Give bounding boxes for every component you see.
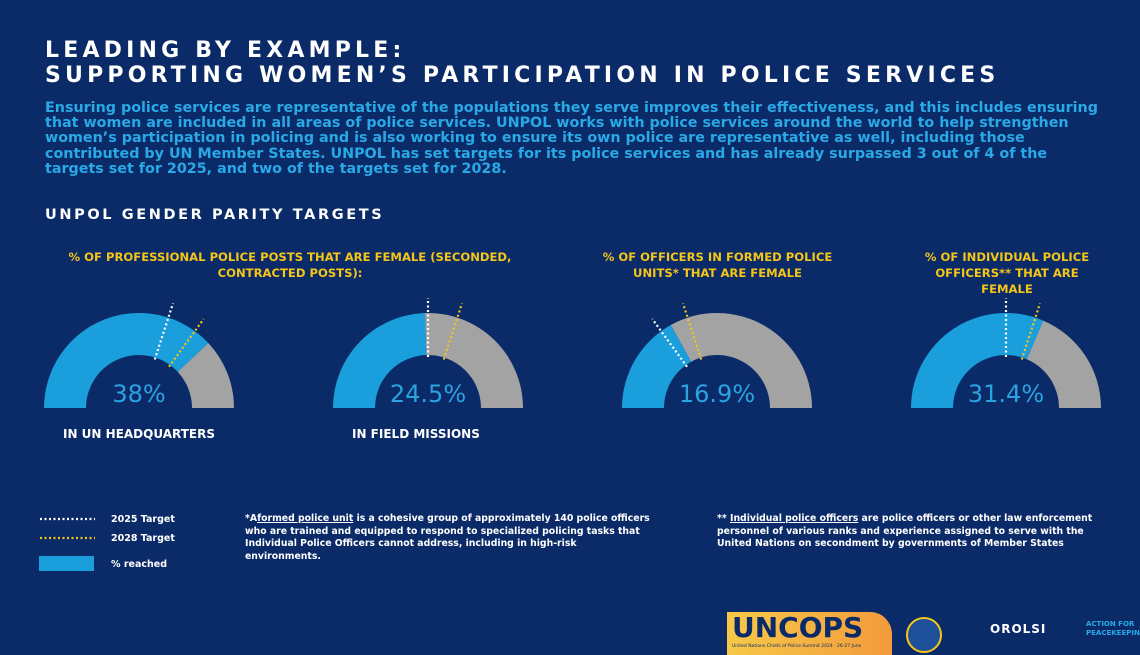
- gauge-title: % OF PROFESSIONAL POLICE POSTS THAT ARE …: [68, 250, 512, 280]
- target-line: [442, 303, 464, 360]
- footnote-text: is a cohesive group of approximately 140…: [245, 513, 650, 562]
- gauge-caption: IN FIELD MISSIONS: [352, 427, 480, 441]
- gauge-rest: [177, 342, 234, 408]
- gauge-caption: IN UN HEADQUARTERS: [63, 427, 215, 441]
- title-line: LEADING BY EXAMPLE:: [45, 38, 406, 63]
- gauge-rest: [1026, 320, 1101, 408]
- gauge-rest: [670, 312, 812, 408]
- footnote-prefix: *A: [245, 513, 258, 524]
- logo-subtext: United Nations Chiefs of Police Summit 2…: [732, 644, 862, 649]
- legend-label: 2025 Target: [111, 514, 175, 525]
- logo-text: ACTION FOR PEACEKEEPING: [1086, 620, 1140, 637]
- legend-label: % reached: [111, 559, 167, 570]
- emblem: [906, 617, 942, 653]
- target-line: [1020, 303, 1042, 360]
- footnote-prefix: **: [717, 513, 727, 524]
- title-line: SUPPORTING WOMEN’S PARTICIPATION IN POLI…: [45, 63, 1000, 88]
- gauge-title: % OF OFFICERS IN FORMED POLICE UNITS* TH…: [602, 250, 833, 280]
- target-line: [168, 318, 205, 368]
- target-line: [651, 318, 688, 368]
- gauge-title: % OF INDIVIDUAL POLICE OFFICERS** THAT A…: [924, 250, 1090, 296]
- gauge-fill: [44, 312, 209, 408]
- legend-label: 2028 Target: [111, 533, 175, 544]
- gauge-value: 24.5%: [390, 380, 466, 408]
- gauge-value: 31.4%: [968, 380, 1044, 408]
- footnote: ** Individual police officers are police…: [717, 513, 1102, 551]
- title: LEADING BY EXAMPLE: SUPPORTING WOMEN’S P…: [45, 38, 999, 88]
- gauge-rest: [425, 313, 523, 408]
- gauge-value: 38%: [112, 380, 165, 408]
- intro: Ensuring police services are representat…: [45, 100, 1098, 177]
- footnote-term: formed police unit: [257, 513, 354, 524]
- gauge-value: 16.9%: [679, 380, 755, 408]
- legend-swatch: [39, 556, 94, 571]
- target-line: [153, 303, 175, 360]
- footnote-term: Individual police officers: [729, 513, 859, 524]
- section-title: UNPOL GENDER PARITY TARGETS: [45, 207, 385, 223]
- gauge-fill: [911, 312, 1044, 408]
- uncops-logo: UNCOPS United Nations Chiefs of Police S…: [727, 612, 892, 655]
- footnote: *Aformed police unit is a cohesive group…: [245, 513, 655, 563]
- target-line: [681, 303, 703, 360]
- footnote-text: are police officers or other law enforce…: [717, 513, 1093, 549]
- logo-text: OROLSI: [990, 622, 1047, 636]
- gauge-fill: [333, 313, 427, 408]
- logo-text: UNCOPS: [732, 611, 864, 644]
- gauge-fill: [622, 325, 692, 408]
